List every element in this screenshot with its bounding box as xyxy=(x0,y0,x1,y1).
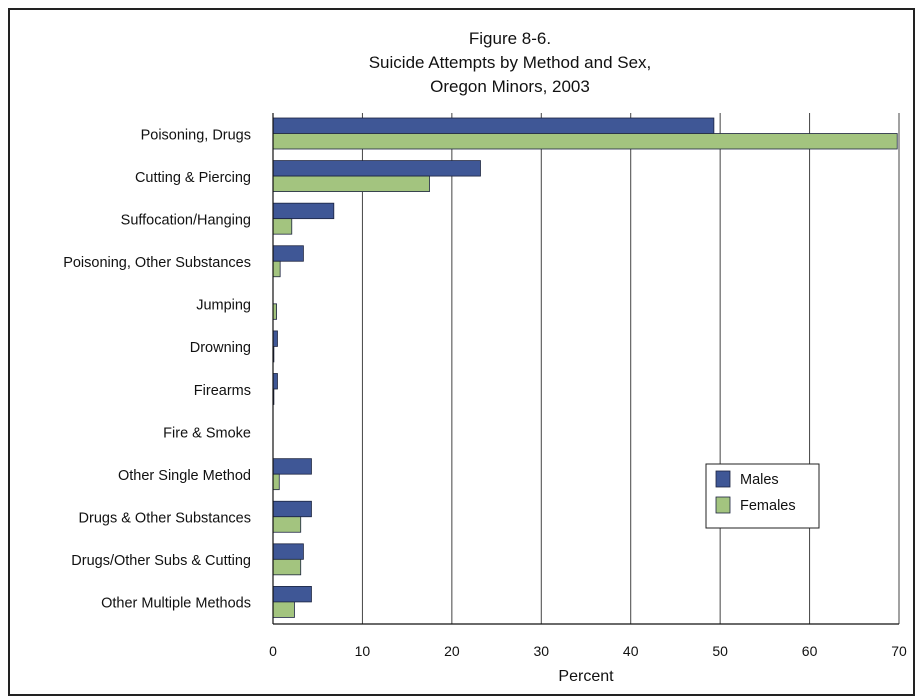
bar-males-5 xyxy=(272,330,278,347)
category-label-8: Other Single Method xyxy=(118,468,251,484)
legend-label-males: Males xyxy=(740,472,779,488)
category-label-11: Other Multiple Methods xyxy=(101,596,251,612)
x-tick-label-30: 30 xyxy=(533,643,549,659)
bar-females-3 xyxy=(272,260,281,278)
legend: Males Females xyxy=(705,463,820,529)
category-label-4: Jumping xyxy=(196,298,251,314)
bar-males-1 xyxy=(272,160,481,177)
bar-males-9 xyxy=(272,500,312,518)
gridlines xyxy=(361,113,900,624)
x-tick-label-60: 60 xyxy=(802,643,818,659)
x-tick-label-70: 70 xyxy=(891,643,907,659)
bar-females-8 xyxy=(272,473,280,491)
title-line-1: Figure 8-6. xyxy=(469,29,551,48)
bar-males-11 xyxy=(272,586,312,603)
category-label-2: Suffocation/Hanging xyxy=(121,212,251,228)
bar-females-1 xyxy=(272,175,430,192)
bar-males-2 xyxy=(272,202,335,220)
bar-females-2 xyxy=(272,218,293,235)
category-label-7: Fire & Smoke xyxy=(163,425,251,441)
category-labels: Poisoning, Drugs Cutting & Piercing Suffoc… xyxy=(63,127,251,611)
chart-title: Figure 8-6. Suicide Attempts by Method a… xyxy=(369,29,652,96)
x-axis-label: Percent xyxy=(558,668,614,685)
title-line-2: Suicide Attempts by Method and Sex, xyxy=(369,53,652,72)
bar-females-10 xyxy=(272,558,302,576)
bar-males-10 xyxy=(272,543,304,560)
legend-label-females: Females xyxy=(740,498,796,514)
category-label-6: Firearms xyxy=(194,383,251,399)
title-line-3: Oregon Minors, 2003 xyxy=(430,77,590,96)
x-tick-label-0: 0 xyxy=(269,643,277,659)
bars xyxy=(272,117,898,618)
bar-males-3 xyxy=(272,245,304,262)
x-tick-label-50: 50 xyxy=(712,643,728,659)
category-label-10: Drugs/Other Subs & Cutting xyxy=(71,553,251,569)
legend-swatch-males xyxy=(715,470,731,488)
bar-males-0 xyxy=(272,117,715,134)
category-label-1: Cutting & Piercing xyxy=(135,170,251,186)
axes xyxy=(272,113,899,625)
x-tick-label-20: 20 xyxy=(444,643,460,659)
category-label-3: Poisoning, Other Substances xyxy=(63,255,251,271)
bar-females-0 xyxy=(272,133,898,150)
x-tick-label-10: 10 xyxy=(355,643,371,659)
category-label-9: Drugs & Other Substances xyxy=(79,511,251,527)
category-label-0: Poisoning, Drugs xyxy=(141,127,251,143)
x-tick-labels: 0 10 20 30 40 50 60 70 xyxy=(269,643,907,659)
legend-swatch-females xyxy=(715,496,731,514)
legend-box xyxy=(705,463,820,529)
bar-females-11 xyxy=(272,601,295,618)
category-label-5: Drowning xyxy=(190,340,251,356)
bar-males-8 xyxy=(272,458,312,475)
x-tick-label-40: 40 xyxy=(623,643,639,659)
bar-males-6 xyxy=(272,373,278,390)
bar-females-9 xyxy=(272,516,302,533)
